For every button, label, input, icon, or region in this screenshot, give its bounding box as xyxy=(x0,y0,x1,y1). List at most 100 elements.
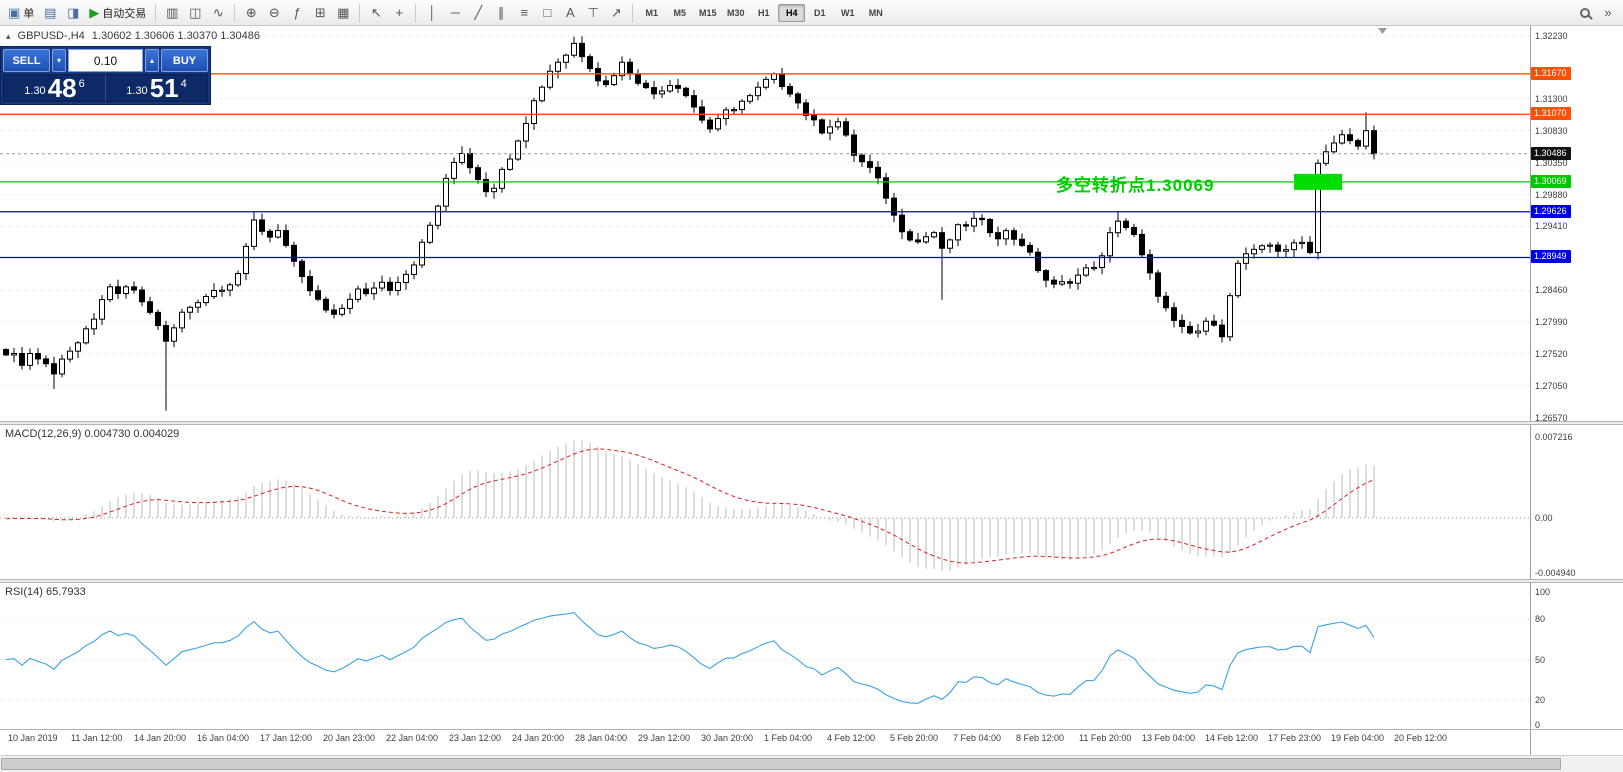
shapes-button[interactable]: □ xyxy=(536,3,558,23)
bull-candle xyxy=(251,219,257,247)
rsi-pane[interactable] xyxy=(0,612,1530,704)
price-grid-label: 1.30830 xyxy=(1535,125,1568,136)
timeframe-m1[interactable]: M1 xyxy=(645,7,659,18)
time-axis-label: 14 Feb 12:00 xyxy=(1205,733,1259,743)
candlestick-button[interactable]: ◫ xyxy=(184,3,206,23)
indicators-button[interactable]: ƒ xyxy=(286,3,308,23)
sell-price-display[interactable]: 1.30 48 6 xyxy=(4,75,105,101)
timeframe-m15[interactable]: M15 xyxy=(699,7,717,18)
bear-candle xyxy=(147,301,153,313)
pivot-tag: 1.30069 xyxy=(1531,174,1571,188)
lot-increase-button[interactable]: ▴ xyxy=(145,49,159,72)
bull-candle xyxy=(123,286,129,295)
macd-signal-line xyxy=(5,448,1375,564)
main-toolbar: ▣ 单 ▤ ◨ ▶ 自动交易 ▥ ◫ ∿ ⊕ ⊖ ƒ ⊞ ▦ ↖ + │ ─ ╱… xyxy=(0,0,1623,26)
zoom-out-button[interactable]: ⊖ xyxy=(263,3,285,23)
bull-candle xyxy=(1075,274,1081,284)
time-axis-label: 4 Feb 12:00 xyxy=(827,733,876,743)
bear-candle xyxy=(331,309,337,315)
pane-separator-macd-rsi[interactable] xyxy=(0,579,1623,583)
bull-candle xyxy=(827,126,833,134)
bull-candle xyxy=(371,287,377,295)
main-pane[interactable] xyxy=(0,28,1530,419)
bull-candle xyxy=(195,302,201,308)
horizontal-scrollbar[interactable] xyxy=(0,755,1623,772)
bear-candle xyxy=(627,61,633,75)
bull-candle xyxy=(731,109,737,112)
vertical-line-icon: │ xyxy=(428,5,437,20)
bar-chart-button[interactable]: ▥ xyxy=(161,3,183,23)
grid-button[interactable]: ⊞ xyxy=(309,3,331,23)
timeframe-h1[interactable]: H1 xyxy=(758,7,770,18)
one-click-trading-panel: SELL ▾ ▴ BUY 1.30 48 6 1.30 51 4 xyxy=(0,46,211,105)
search-button[interactable] xyxy=(1574,3,1596,23)
bull-candle xyxy=(1091,266,1097,270)
tile-windows-button[interactable]: ▦ xyxy=(332,3,354,23)
chart-shift-marker[interactable] xyxy=(1378,28,1387,34)
chart-context-icon[interactable]: ▴ xyxy=(6,30,11,41)
bear-candle xyxy=(483,178,489,193)
bear-candle xyxy=(1027,244,1033,253)
pivot-annotation[interactable]: 多空转折点1.30069 xyxy=(1056,176,1215,195)
autotrading-button[interactable]: ▶ 自动交易 xyxy=(85,3,150,23)
timeframe-m5[interactable]: M5 xyxy=(673,7,687,18)
bear-candle xyxy=(915,239,921,243)
bear-candle xyxy=(467,152,473,169)
chart-header: ▴ GBPUSD-,H4 1.30602 1.30606 1.30370 1.3… xyxy=(6,30,260,42)
profiles-button[interactable]: ◨ xyxy=(62,3,84,23)
toolbar-separator xyxy=(155,3,157,22)
label-tool-button[interactable]: ⊤ xyxy=(582,3,604,23)
arrows-button[interactable]: ↗ xyxy=(605,3,627,23)
green-zone-rectangle[interactable] xyxy=(1294,173,1342,190)
timeframe-mn[interactable]: MN xyxy=(868,7,883,18)
macd-pane[interactable] xyxy=(0,440,1530,571)
time-axis-label: 8 Feb 12:00 xyxy=(1016,733,1065,743)
lot-dropdown-button[interactable]: ▾ xyxy=(52,49,66,72)
bull-candle xyxy=(755,86,761,97)
timeframe-d1[interactable]: D1 xyxy=(814,7,826,18)
macd-axis-label: -0.004940 xyxy=(1535,568,1576,578)
bear-candle xyxy=(963,224,969,227)
quick-nav-icon: » xyxy=(1604,5,1612,20)
new-order-button[interactable]: ▣ 单 xyxy=(4,3,38,23)
pane-separator-main-macd[interactable] xyxy=(0,421,1623,425)
sell-button[interactable]: SELL xyxy=(3,49,50,72)
vertical-line-button[interactable]: │ xyxy=(421,3,443,23)
bear-candle xyxy=(899,214,905,233)
bull-candle xyxy=(1235,262,1241,297)
bear-candle xyxy=(1171,307,1177,321)
timeframe-h4[interactable]: H4 xyxy=(778,3,806,22)
lot-size-input[interactable] xyxy=(68,49,143,72)
trendline-icon: ╱ xyxy=(474,4,483,20)
crosshair-button[interactable]: + xyxy=(388,3,410,23)
trendline-button[interactable]: ╱ xyxy=(467,3,489,23)
timeframe-m30[interactable]: M30 xyxy=(727,7,745,18)
charts-button[interactable]: ▤ xyxy=(39,3,61,23)
bear-candle xyxy=(1179,319,1185,327)
bull-candle xyxy=(203,295,209,304)
bear-candle xyxy=(131,286,137,291)
bull-candle xyxy=(659,90,665,95)
bear-candle xyxy=(891,197,897,216)
buy-price-display[interactable]: 1.30 51 4 xyxy=(106,75,207,101)
scrollbar-thumb[interactable] xyxy=(1,758,1561,770)
zoom-in-button[interactable]: ⊕ xyxy=(240,3,262,23)
timeframe-w1[interactable]: W1 xyxy=(841,7,855,18)
buy-button[interactable]: BUY xyxy=(161,49,208,72)
channel-button[interactable]: ∥ xyxy=(490,3,512,23)
bear-candle xyxy=(675,85,681,89)
bear-candle xyxy=(35,352,41,360)
horizontal-line-button[interactable]: ─ xyxy=(444,3,466,23)
bull-candle xyxy=(443,177,449,207)
price-grid-label: 1.31300 xyxy=(1535,93,1568,104)
line-chart-button[interactable]: ∿ xyxy=(207,3,229,23)
text-tool-button[interactable]: A xyxy=(559,3,581,23)
autotrade-label: 自动交易 xyxy=(102,7,147,20)
quick-nav-button[interactable]: » xyxy=(1597,3,1619,23)
bull-candle xyxy=(355,288,361,300)
bid-price-tag: 1.30486 xyxy=(1531,146,1571,160)
bear-candle xyxy=(291,244,297,262)
cursor-button[interactable]: ↖ xyxy=(365,3,387,23)
fibonacci-button[interactable]: ≡ xyxy=(513,3,535,23)
